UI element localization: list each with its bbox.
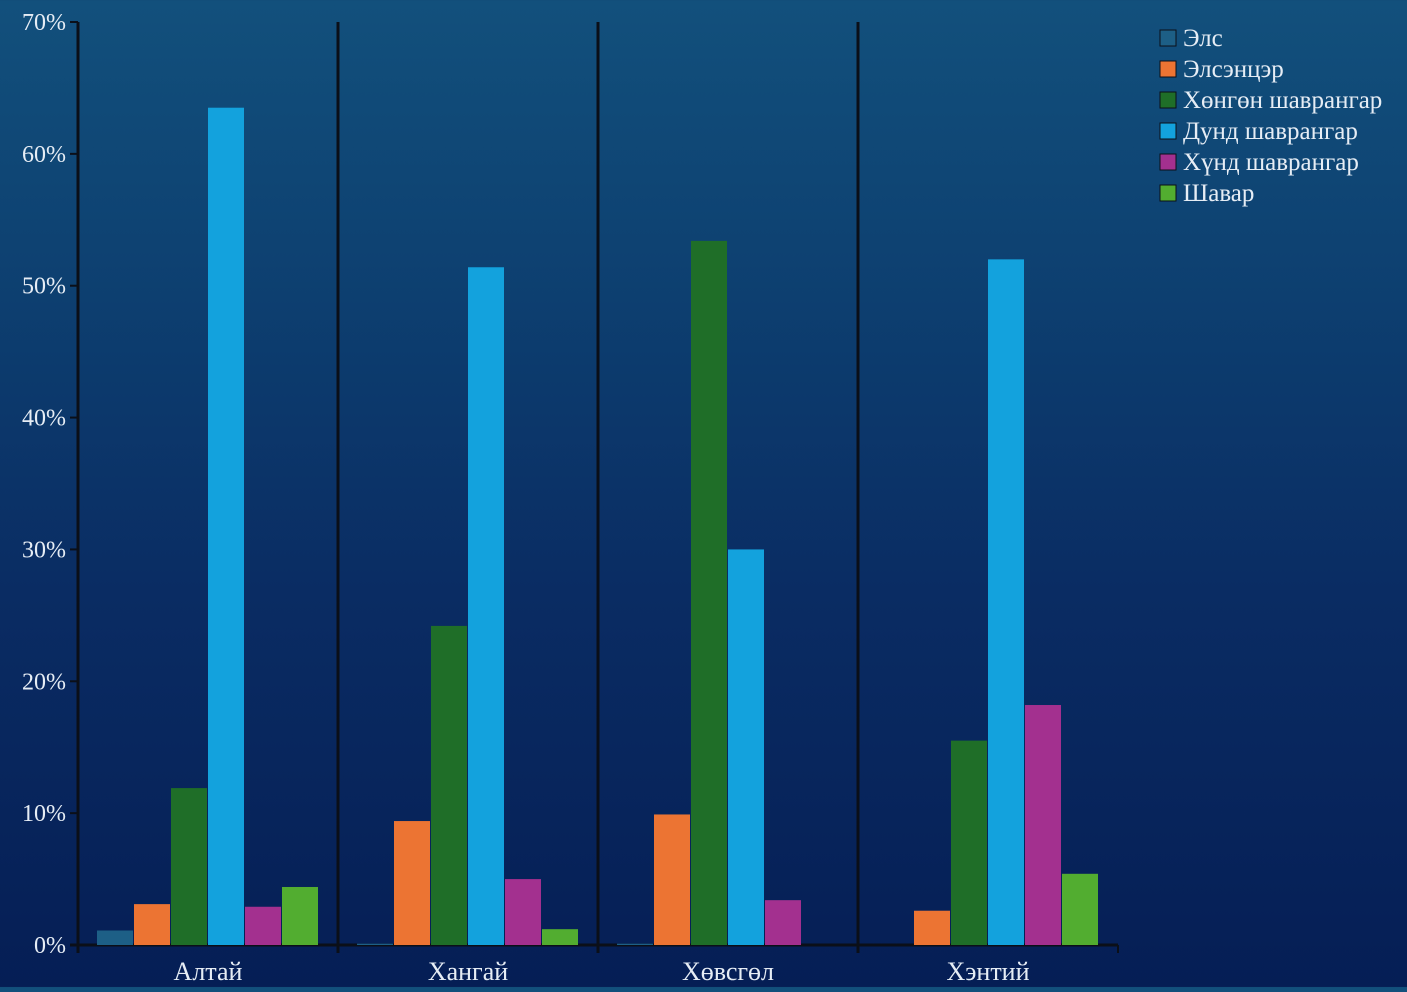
bar-1-0 [134, 904, 170, 945]
legend-label: Хүнд шаврангар [1183, 149, 1359, 176]
x-category-label: Алтай [174, 957, 243, 986]
legend: Элс Элсэнцэр Хөнгөн шаврангар Дунд шавранга… [1159, 25, 1382, 207]
y-tick-label: 50% [22, 274, 66, 300]
bar-2-2 [691, 240, 727, 945]
legend-label: Элсэнцэр [1183, 56, 1284, 83]
legend-swatch [1159, 91, 1177, 109]
bar-4-3 [1025, 705, 1061, 945]
axes: 0% 10% 20% 30% 40% 50% 60% 70% Алтай Хангай Хөвсгө… [22, 10, 1119, 986]
y-tick-label: 40% [22, 406, 66, 432]
legend-label: Дунд шаврангар [1183, 118, 1358, 145]
bars [97, 107, 1098, 945]
legend-swatch [1159, 153, 1177, 171]
bar-3-1 [468, 267, 504, 945]
legend-label: Шавар [1183, 180, 1254, 207]
bar-5-1 [542, 929, 578, 945]
y-tick-label: 60% [22, 142, 66, 168]
bar-0-1 [357, 943, 393, 945]
bar-2-0 [171, 788, 207, 945]
bar-4-2 [765, 900, 801, 945]
y-tick-label: 10% [22, 801, 66, 827]
legend-swatch [1159, 122, 1177, 140]
x-category-label: Хэнтий [946, 957, 1029, 986]
y-tick-label: 0% [34, 933, 66, 959]
bar-0-0 [97, 930, 133, 945]
bar-1-2 [654, 814, 690, 945]
legend-swatch [1159, 60, 1177, 78]
x-category-label: Хангай [428, 957, 508, 986]
bar-3-2 [728, 549, 764, 945]
bar-3-3 [988, 259, 1024, 945]
bar-2-1 [431, 625, 467, 945]
x-category-label: Хөвсгөл [682, 957, 774, 986]
bar-2-3 [951, 740, 987, 945]
bar-5-3 [1062, 873, 1098, 945]
y-tick-label: 20% [22, 669, 66, 695]
bar-4-1 [505, 879, 541, 945]
y-tick-label: 30% [22, 537, 66, 563]
bar-4-0 [245, 906, 281, 945]
y-tick-label: 70% [22, 10, 66, 36]
legend-swatch [1159, 184, 1177, 202]
bar-3-0 [208, 107, 244, 945]
legend-swatch [1159, 29, 1177, 47]
legend-label: Хөнгөн шаврангар [1183, 87, 1382, 114]
bar-1-1 [394, 821, 430, 945]
bar-5-0 [282, 886, 318, 945]
legend-label: Элс [1183, 25, 1223, 52]
bar-0-2 [617, 943, 653, 945]
bar-1-3 [914, 910, 950, 945]
